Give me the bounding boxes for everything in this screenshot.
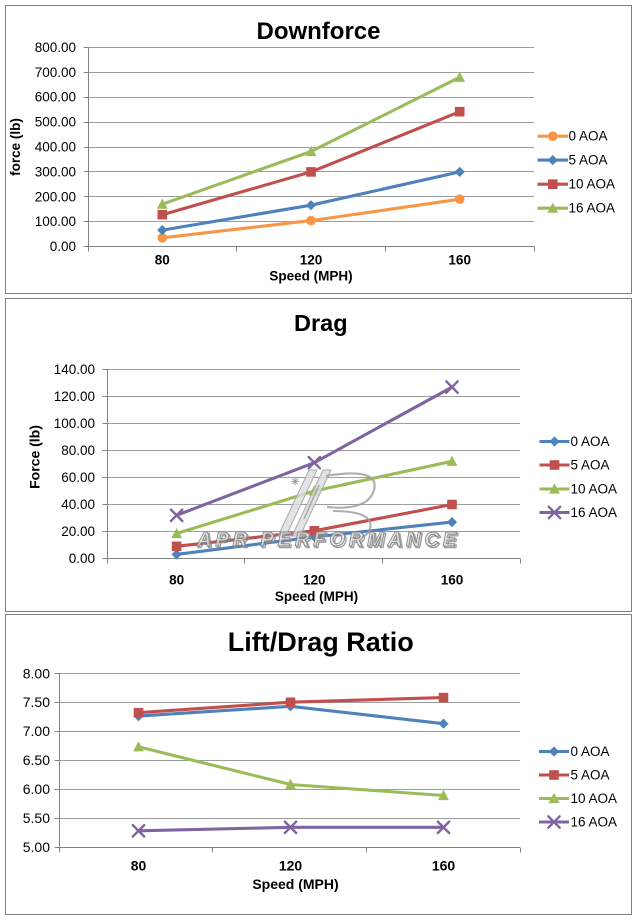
svg-text:80.00: 80.00 [61, 443, 95, 458]
svg-text:Drag: Drag [294, 310, 348, 336]
svg-text:6.50: 6.50 [23, 752, 50, 768]
svg-text:700.00: 700.00 [35, 65, 76, 80]
svg-text:Speed (MPH): Speed (MPH) [252, 876, 338, 892]
svg-text:Speed (MPH): Speed (MPH) [275, 589, 358, 604]
svg-text:0.00: 0.00 [50, 239, 76, 254]
svg-text:7.00: 7.00 [23, 723, 50, 739]
svg-text:120: 120 [300, 253, 323, 268]
svg-text:80: 80 [169, 573, 184, 588]
svg-text:0 AOA: 0 AOA [569, 129, 608, 144]
svg-text:120: 120 [303, 573, 326, 588]
svg-text:20.00: 20.00 [61, 524, 95, 539]
svg-text:16 AOA: 16 AOA [571, 815, 618, 830]
svg-text:10 AOA: 10 AOA [571, 482, 618, 497]
svg-text:Downforce: Downforce [256, 18, 380, 45]
svg-text:8.00: 8.00 [23, 665, 50, 681]
svg-text:80: 80 [131, 858, 147, 874]
svg-text:200.00: 200.00 [35, 189, 76, 204]
svg-text:500.00: 500.00 [35, 115, 76, 130]
svg-text:100.00: 100.00 [35, 214, 76, 229]
svg-text:APR PERFORMANCE: APR PERFORMANCE [198, 531, 462, 553]
svg-text:160: 160 [432, 858, 456, 874]
svg-text:✳: ✳ [291, 477, 300, 488]
svg-text:16 AOA: 16 AOA [571, 505, 618, 520]
svg-text:0 AOA: 0 AOA [571, 744, 610, 759]
svg-text:7.50: 7.50 [23, 694, 50, 710]
svg-text:10 AOA: 10 AOA [571, 791, 618, 806]
svg-text:600.00: 600.00 [35, 90, 76, 105]
svg-text:80: 80 [155, 253, 170, 268]
svg-text:6.00: 6.00 [23, 781, 50, 797]
svg-text:Force (lb): Force (lb) [27, 425, 43, 489]
svg-text:5 AOA: 5 AOA [569, 153, 608, 168]
svg-text:5.50: 5.50 [23, 810, 50, 826]
svg-text:16 AOA: 16 AOA [569, 201, 616, 216]
svg-text:140.00: 140.00 [54, 362, 95, 377]
svg-text:5.00: 5.00 [23, 839, 50, 855]
svg-text:60.00: 60.00 [61, 470, 95, 485]
svg-text:160: 160 [448, 253, 471, 268]
svg-text:Speed (MPH): Speed (MPH) [269, 269, 352, 284]
svg-text:5 AOA: 5 AOA [571, 768, 610, 783]
svg-text:120.00: 120.00 [54, 389, 95, 404]
svg-text:160: 160 [441, 573, 464, 588]
svg-text:APR PERFORMANCE: APR PERFORMANCE [196, 529, 460, 551]
svg-text:100.00: 100.00 [54, 416, 95, 431]
svg-text:force (lb): force (lb) [8, 118, 23, 176]
svg-text:120: 120 [279, 858, 303, 874]
svg-text:800.00: 800.00 [35, 40, 76, 55]
svg-text:300.00: 300.00 [35, 164, 76, 179]
svg-text:0.00: 0.00 [69, 551, 95, 566]
svg-text:5 AOA: 5 AOA [571, 458, 610, 473]
svg-text:10 AOA: 10 AOA [569, 177, 616, 192]
svg-text:40.00: 40.00 [61, 497, 95, 512]
svg-text:Lift/Drag Ratio: Lift/Drag Ratio [228, 627, 414, 657]
svg-text:0 AOA: 0 AOA [571, 434, 610, 449]
svg-text:400.00: 400.00 [35, 140, 76, 155]
